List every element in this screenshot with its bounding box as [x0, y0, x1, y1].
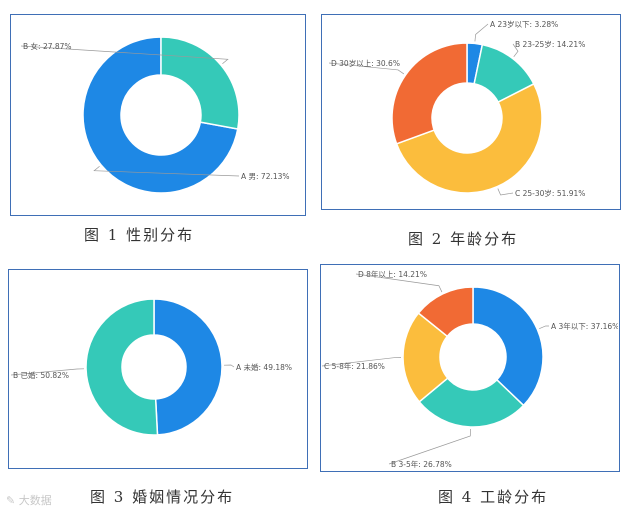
slice-label: A 3年以下: 37.16% — [551, 321, 618, 331]
donut-slice — [418, 377, 525, 428]
gender-donut-chart: A 男: 72.13% B 女: 27.87% — [20, 36, 290, 194]
leader-line — [539, 325, 550, 330]
slice-label: A 男: 72.13% — [241, 172, 290, 181]
chart-panel-age: A 23岁以下: 3.28% B 23-25岁: 14.21% C 25-30岁: … — [321, 14, 621, 210]
leader-line — [355, 273, 443, 293]
slice-label: D 30岁以上: 30.6% — [331, 58, 400, 68]
donut-slice — [395, 82, 543, 194]
caption-age: 图 2 年龄分布 — [408, 230, 519, 248]
leader-line — [10, 368, 85, 376]
leader-line — [474, 23, 489, 42]
slice-label: A 23岁以下: 3.28% — [490, 19, 558, 29]
donut-slice — [417, 286, 474, 338]
donut-slice — [153, 298, 223, 436]
age-donut-chart: A 23岁以下: 3.28% B 23-25岁: 14.21% C 25-30岁: … — [328, 19, 585, 198]
slice-label: C 5-8年: 21.86% — [324, 361, 385, 371]
watermark-text: 大数据 — [18, 494, 52, 507]
slice-label: A 未婚: 49.18% — [236, 362, 292, 372]
chart-panel-tenure: A 3年以下: 37.16% B 3-5年: 26.78% C 5-8年: 21.8… — [320, 264, 620, 472]
slice-label: D 8年以上: 14.21% — [358, 269, 427, 279]
tenure-donut-chart: A 3年以下: 37.16% B 3-5年: 26.78% C 5-8年: 21.8… — [321, 269, 618, 469]
caption-marital: 图 3 婚姻情况分布 — [90, 488, 235, 506]
leader-line — [512, 43, 519, 58]
slice-label: C 25-30岁: 51.91% — [515, 188, 585, 198]
donut-slice — [85, 298, 159, 436]
slice-label: B 23-25岁: 14.21% — [515, 39, 585, 49]
leader-line — [388, 428, 471, 465]
slice-label: B 女: 27.87% — [23, 41, 72, 51]
chart-panel-marital: A 未婚: 49.18% B 已婚: 50.82% — [8, 269, 308, 469]
slice-label: B 3-5年: 26.78% — [391, 459, 452, 469]
caption-tenure: 图 4 工龄分布 — [438, 488, 549, 506]
watermark: ✎ 大数据 — [6, 492, 52, 508]
leader-line — [321, 357, 402, 367]
chart-panel-gender: A 男: 72.13% B 女: 27.87% — [10, 14, 306, 216]
donut-slice — [82, 36, 239, 194]
donut-slice — [391, 42, 468, 145]
leader-line — [20, 45, 229, 65]
caption-gender: 图 1 性别分布 — [84, 226, 195, 244]
leader-line — [93, 165, 240, 177]
leader-line — [223, 364, 235, 368]
donut-slice — [472, 286, 544, 407]
watermark-icon: ✎ — [6, 494, 19, 507]
donut-slice — [160, 36, 240, 130]
slice-label: B 已婚: 50.82% — [13, 370, 69, 380]
leader-line — [328, 62, 405, 75]
leader-line — [497, 188, 514, 196]
marital-donut-chart: A 未婚: 49.18% B 已婚: 50.82% — [10, 298, 292, 436]
